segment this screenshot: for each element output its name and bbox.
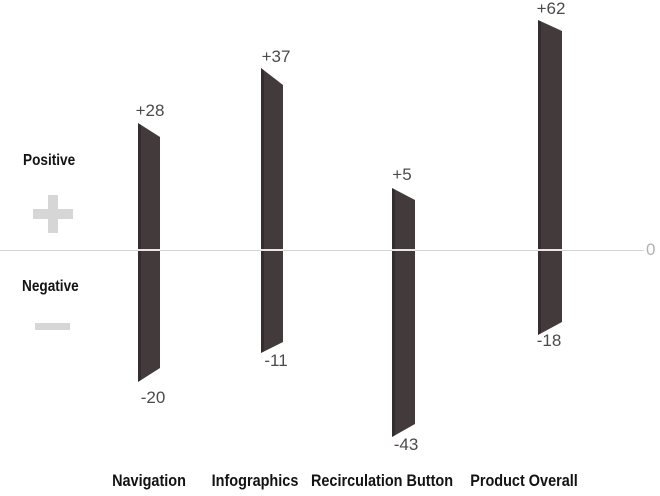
value-label-high-product-overall: +62 xyxy=(536,0,566,18)
zero-crossing-product-overall xyxy=(538,249,562,251)
zero-crossing-recirculation-button xyxy=(392,249,415,251)
category-label-recirculation-button: Recirculation Button xyxy=(310,471,454,490)
value-label-low-recirculation-button: -43 xyxy=(393,435,419,454)
minus-icon xyxy=(35,323,70,330)
bar-navigation xyxy=(138,123,160,382)
bar-product-overall xyxy=(538,20,562,335)
negative-axis-label-text: Negative xyxy=(22,278,79,295)
positive-axis-label: Positive xyxy=(23,153,84,169)
value-label-high-navigation: +28 xyxy=(135,101,165,120)
value-label-high-infographics: +37 xyxy=(261,47,291,66)
category-label-infographics: Infographics xyxy=(211,471,299,490)
zero-crossing-infographics xyxy=(261,249,283,251)
bar-recirculation-button xyxy=(392,188,415,437)
value-label-high-recirculation-button: +5 xyxy=(392,165,412,184)
value-label-low-product-overall: -18 xyxy=(536,331,562,350)
zero-axis-label: 0 xyxy=(646,240,656,259)
positive-axis-label-text: Positive xyxy=(23,152,76,169)
value-label-low-infographics: -11 xyxy=(264,351,288,370)
plus-icon xyxy=(33,195,73,233)
negative-axis-label: Negative xyxy=(22,279,89,295)
zero-crossing-navigation xyxy=(138,249,160,251)
value-label-low-navigation: -20 xyxy=(140,388,166,407)
zero-axis-line xyxy=(0,250,644,251)
category-label-navigation: Navigation xyxy=(112,471,186,490)
category-label-product-overall: Product Overall xyxy=(470,471,578,490)
plus-icon-vertical-bar xyxy=(48,195,58,233)
bar-infographics xyxy=(261,68,283,353)
